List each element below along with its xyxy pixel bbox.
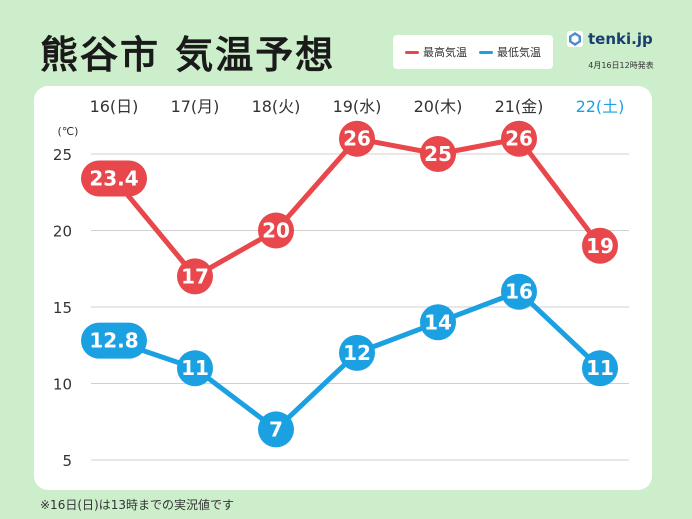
legend-label-high: 最高気温 [423, 46, 467, 59]
data-label-low: 11 [181, 356, 209, 380]
x-tick-label: 20(木) [414, 97, 463, 116]
legend-swatch-high [405, 50, 419, 54]
data-marker-high [81, 160, 147, 197]
data-marker-high [177, 258, 213, 295]
x-tick-label: 22(土) [576, 97, 625, 116]
data-label-high: 17 [181, 264, 209, 288]
data-label-high: 26 [343, 127, 371, 151]
footnote: ※16日(日)は13時までの実況値です [40, 498, 234, 512]
data-marker-high [339, 120, 375, 157]
data-marker-high [420, 136, 456, 172]
publish-time: 4月16日12時発表 [588, 61, 654, 70]
series-line-high [111, 136, 603, 279]
chart-legend: 最高気温 最低気温 [393, 35, 553, 69]
data-label-low: 16 [505, 280, 533, 304]
data-label-high: 23.4 [89, 166, 138, 190]
data-label-high: 26 [505, 127, 533, 151]
tenki-logo-icon [567, 31, 583, 47]
data-label-low: 12 [343, 341, 371, 365]
y-tick-label: 20 [53, 223, 72, 241]
x-tick-label: 19(水) [333, 97, 382, 116]
y-tick-label: 25 [53, 146, 72, 164]
x-tick-label: 17(月) [171, 97, 220, 116]
data-marker-low [339, 334, 375, 371]
legend-item-low: 最低気温 [479, 44, 541, 60]
y-tick-label: 15 [53, 299, 72, 317]
data-label-low: 14 [424, 310, 452, 334]
data-marker-high [501, 120, 537, 157]
data-label-high: 20 [262, 219, 290, 243]
data-marker-low [81, 322, 147, 359]
data-label-low: 11 [586, 356, 614, 380]
data-label-high: 19 [586, 234, 614, 258]
data-marker-low [582, 350, 618, 387]
temperature-chart: 5 10 15 20 25 (℃) 16(日) 17(月) 18(火) 19(水) 20(木) 21(… [53, 97, 629, 470]
page-title: 熊谷市 気温予想 [40, 33, 336, 77]
y-tick-label: 10 [53, 376, 72, 394]
brand-name: tenki.jp [588, 30, 653, 48]
legend-item-high: 最高気温 [405, 44, 467, 60]
data-label-low: 7 [269, 417, 283, 441]
brand: tenki.jp [566, 30, 653, 48]
data-marker-high [582, 227, 618, 264]
y-axis-unit: (℃) [58, 125, 79, 138]
legend-label-low: 最低気温 [497, 46, 541, 59]
data-label-high: 25 [424, 142, 452, 166]
y-tick-label: 5 [62, 452, 72, 470]
x-tick-label: 16(日) [90, 97, 139, 116]
data-label-low: 12.8 [89, 329, 138, 353]
legend-swatch-low [479, 50, 493, 54]
data-marker-low [177, 350, 213, 387]
data-marker-low [258, 411, 294, 448]
chart-panel: 5 10 15 20 25 (℃) 16(日) 17(月) 18(火) 19(水) 20(木) 21(… [34, 86, 652, 490]
data-marker-high [258, 212, 294, 249]
data-marker-low [501, 273, 537, 310]
data-marker-low [420, 304, 456, 341]
x-tick-label: 18(火) [252, 97, 301, 116]
x-tick-label: 21(金) [495, 97, 544, 116]
